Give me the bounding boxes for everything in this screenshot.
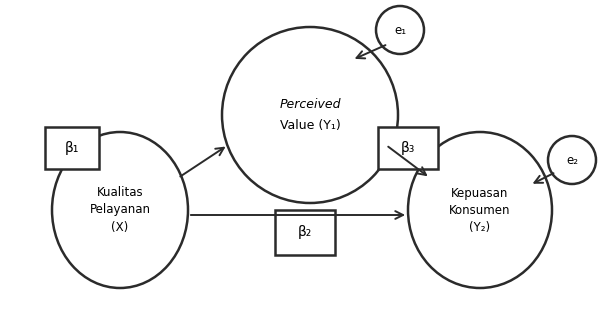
Text: β₁: β₁ [65,141,79,155]
Ellipse shape [222,27,398,203]
Text: e₂: e₂ [566,153,578,166]
FancyBboxPatch shape [45,127,99,169]
FancyBboxPatch shape [275,209,335,255]
Text: Kepuasan
Konsumen
(Y₂): Kepuasan Konsumen (Y₂) [450,187,511,233]
Ellipse shape [52,132,188,288]
Text: Value (Y₁): Value (Y₁) [280,119,341,132]
FancyBboxPatch shape [378,127,438,169]
Text: β₂: β₂ [298,225,312,239]
Text: β₃: β₃ [401,141,415,155]
Circle shape [548,136,596,184]
Ellipse shape [408,132,552,288]
Text: e₁: e₁ [394,23,406,37]
Text: Kualitas
Pelayanan
(X): Kualitas Pelayanan (X) [90,187,151,233]
Text: Perceived: Perceived [280,98,341,112]
Circle shape [376,6,424,54]
